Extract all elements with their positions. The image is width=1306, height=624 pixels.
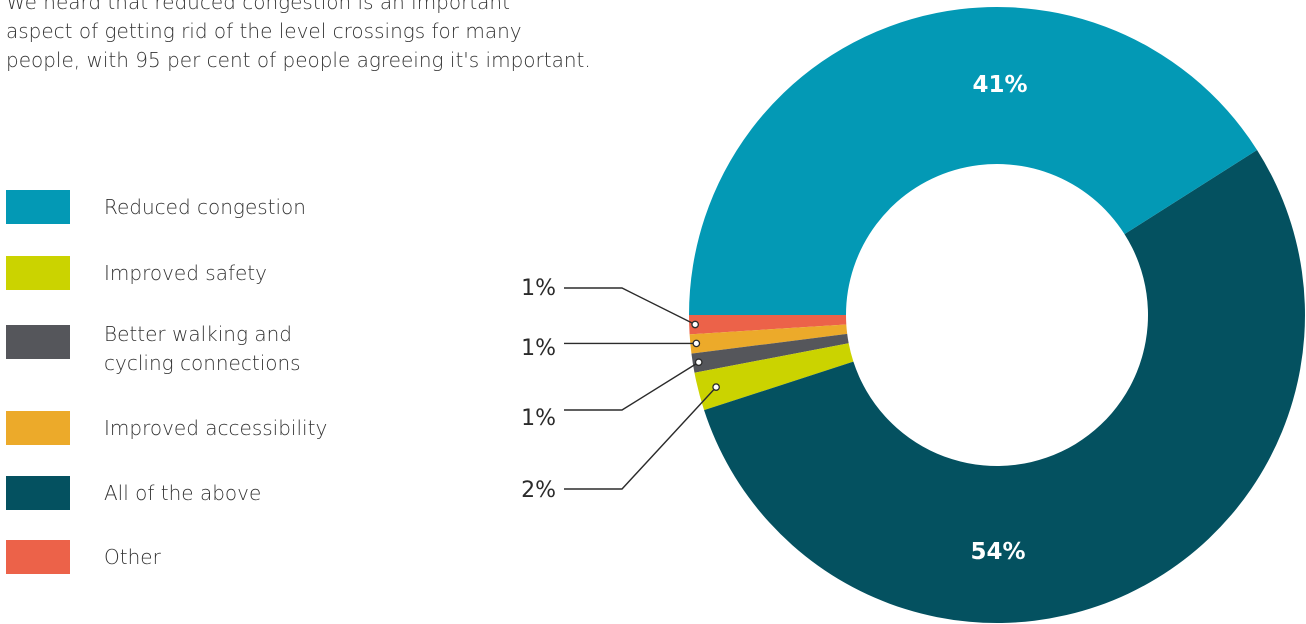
donut-slice-other: [689, 315, 847, 335]
callout-line-improved-safety: [564, 386, 717, 490]
legend-item-walking-cycling: Better walking and cycling connections: [6, 322, 426, 395]
intro-text: We heard that reduced congestion is an i…: [6, 0, 666, 75]
legend-swatch-walking-cycling: [6, 325, 70, 359]
legend-swatch-improved-safety: [6, 256, 70, 290]
intro-line-1: We heard that reduced congestion is an i…: [6, 0, 510, 14]
legend-swatch-other: [6, 540, 70, 574]
donut-slice-reduced-congestion: [689, 7, 1258, 315]
callout-dot-improved-safety: [712, 383, 720, 391]
callout-label-other: 1%: [521, 276, 556, 301]
legend-item-reduced-congestion: Reduced congestion: [6, 190, 426, 260]
callout-dot-walking-cycling: [694, 358, 703, 367]
legend-item-improved-safety: Improved safety: [6, 256, 426, 326]
legend-item-improved-accessibility: Improved accessibility: [6, 411, 426, 481]
legend-item-all-above: All of the above: [6, 476, 426, 546]
legend-label-walking-cycling: Better walking and cycling connections: [104, 322, 301, 375]
donut-slice-walking-cycling: [691, 333, 849, 373]
legend-item-other: Other: [6, 540, 426, 610]
callout-label-improved-accessibility: 1%: [521, 336, 556, 361]
callout-label-improved-safety: 2%: [521, 478, 556, 503]
intro-line-3: people, with 95 per cent of people agree…: [6, 48, 591, 72]
intro-line-2: aspect of getting rid of the level cross…: [6, 19, 522, 43]
callout-line-walking-cycling: [564, 361, 700, 411]
legend-label-all-above: All of the above: [104, 481, 262, 505]
chart-legend: Reduced congestion Improved safety Bette…: [6, 0, 426, 624]
legend-label-improved-accessibility: Improved accessibility: [104, 416, 328, 440]
legend-label-other: Other: [104, 545, 161, 569]
slice-label-reduced-congestion: 41%: [972, 72, 1027, 98]
slice-label-all-above: 54%: [970, 539, 1025, 565]
callout-line-other: [564, 287, 696, 326]
donut-slice-improved-accessibility: [689, 324, 848, 354]
legend-swatch-improved-accessibility: [6, 411, 70, 445]
legend-swatch-all-above: [6, 476, 70, 510]
legend-swatch-reduced-congestion: [6, 190, 70, 224]
legend-label-improved-safety: Improved safety: [104, 261, 267, 285]
donut-slice-improved-safety: [694, 343, 854, 411]
callout-dot-other: [691, 320, 700, 329]
donut-slice-all-above: [704, 149, 1305, 624]
legend-label-reduced-congestion: Reduced congestion: [104, 195, 306, 219]
callout-dot-improved-accessibility: [692, 339, 701, 348]
callout-label-walking-cycling: 1%: [521, 406, 556, 431]
